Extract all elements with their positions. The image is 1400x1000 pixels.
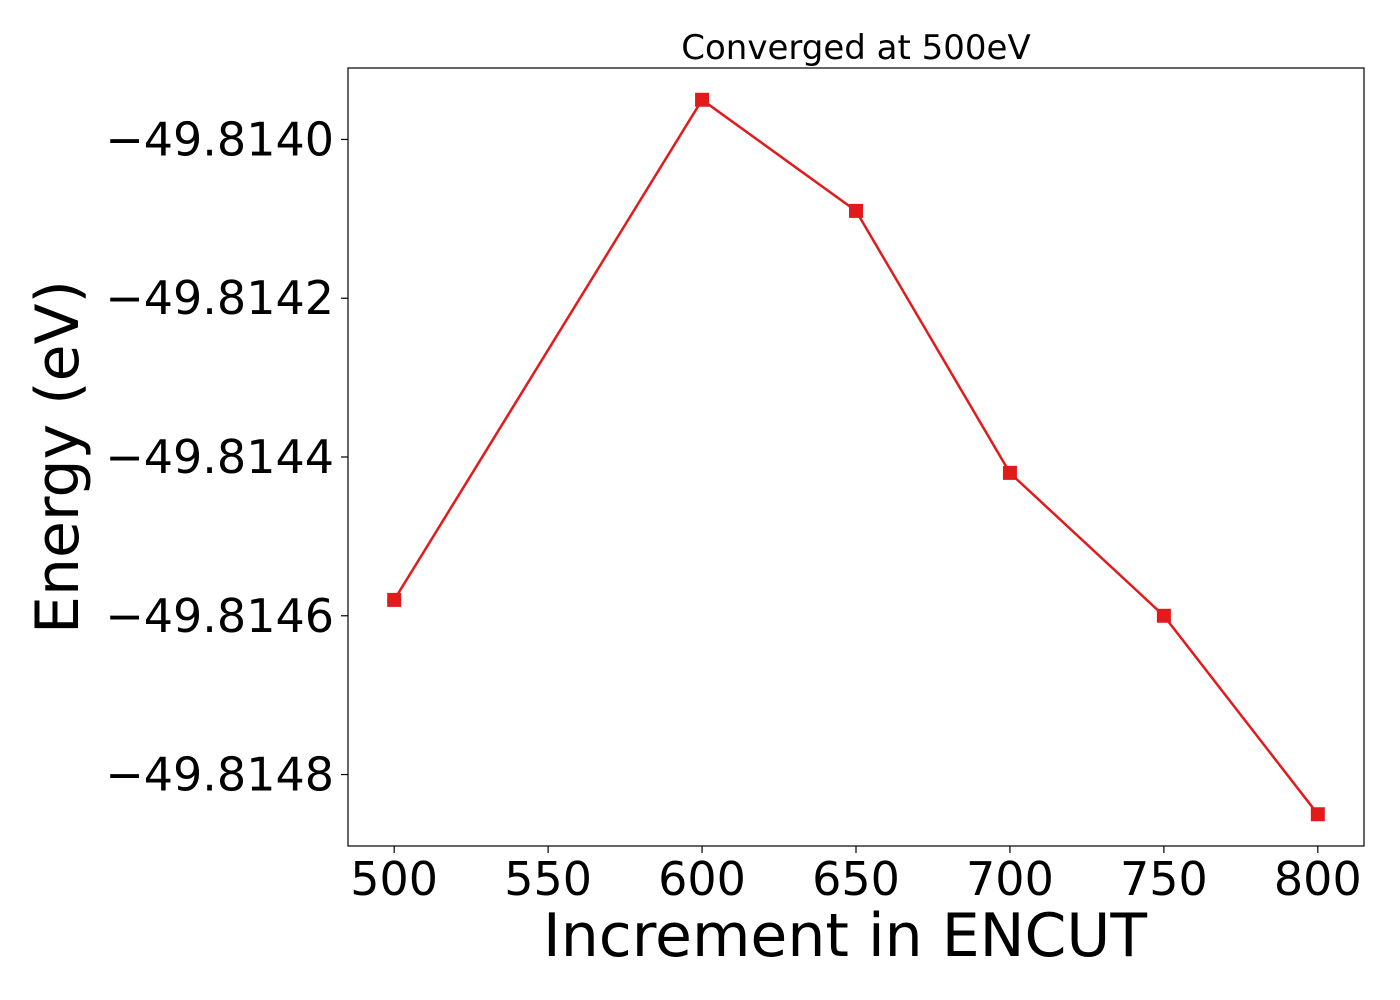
x-tick-label: 800	[1274, 852, 1362, 906]
plot-area-frame	[347, 67, 1365, 847]
y-tick-label: −49.8140	[105, 112, 334, 166]
x-axis-ticks: 500 550 600 650 700 750 800	[350, 846, 1362, 906]
x-tick-label: 650	[812, 852, 900, 906]
y-tick-label: −49.8142	[105, 271, 334, 325]
data-point-marker	[1310, 807, 1325, 822]
x-tick-label: 750	[1120, 852, 1208, 906]
data-point-marker	[1156, 608, 1171, 623]
y-axis-label: Energy (eV)	[23, 280, 93, 634]
x-tick-label: 500	[350, 852, 438, 906]
data-point-marker	[1002, 465, 1017, 480]
y-axis-ticks: −49.8140 −49.8142 −49.8144 −49.8146 −49.8148	[105, 112, 348, 802]
data-point-marker	[387, 592, 402, 607]
x-tick-label: 600	[658, 852, 746, 906]
series-line	[393, 98, 1319, 815]
x-tick-label: 550	[504, 852, 592, 906]
y-tick-label: −49.8148	[105, 748, 334, 802]
series-layer	[387, 92, 1325, 822]
y-tick-label: −49.8146	[105, 589, 334, 643]
data-point-marker	[849, 203, 863, 218]
data-point-marker	[695, 92, 710, 107]
y-tick-label: −49.8144	[105, 430, 334, 484]
x-tick-label: 700	[966, 852, 1054, 906]
x-axis-label: Increment in ENCUT	[543, 901, 1147, 971]
chart-title: Converged at 500eV	[681, 28, 1030, 68]
